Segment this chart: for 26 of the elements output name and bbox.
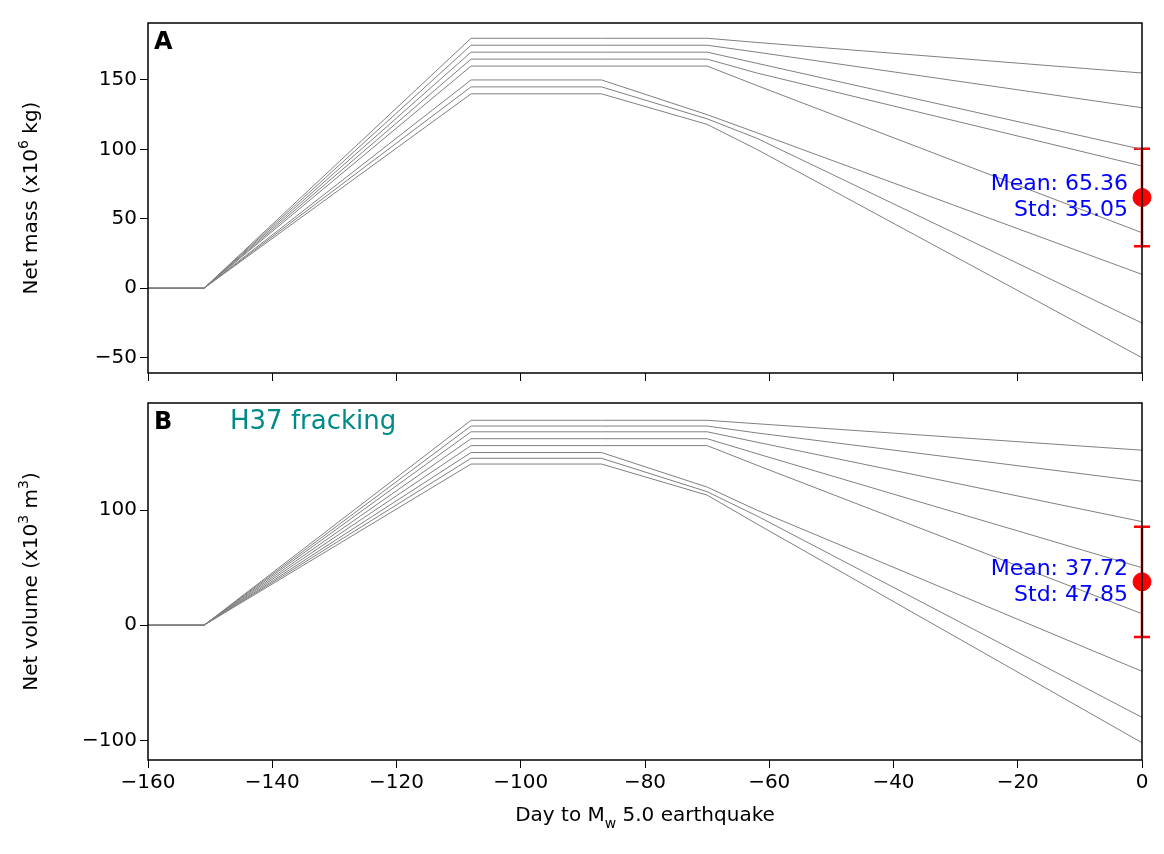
x-tick-label: −120 <box>369 769 424 794</box>
x-tick-label: −160 <box>120 769 176 794</box>
x-tick-label: −40 <box>872 769 915 794</box>
y-tick-label: 100 <box>98 496 137 521</box>
x-tick-label: −140 <box>244 769 300 794</box>
y-axis-title: Net mass (x106 kg) <box>14 101 43 295</box>
y-tick-label: −50 <box>94 343 137 368</box>
annotation: Mean: 65.36 <box>990 170 1128 196</box>
y-tick-label: 100 <box>98 135 137 160</box>
x-tick-label: −100 <box>493 769 549 794</box>
y-tick-label: 150 <box>98 66 137 91</box>
y-tick-label: −100 <box>82 726 137 751</box>
annotation: H37 fracking <box>230 404 397 435</box>
chart-title: A <box>154 27 173 56</box>
annotation: Mean: 37.72 <box>990 554 1128 580</box>
x-tick-label: −60 <box>748 769 791 794</box>
y-tick-label: 50 <box>111 205 137 230</box>
annotation: Std: 47.85 <box>1014 580 1128 606</box>
chart-title: B <box>154 407 173 436</box>
y-tick-label: 0 <box>124 611 137 636</box>
x-tick-label: −80 <box>623 769 667 794</box>
annotation: Std: 35.05 <box>1014 196 1128 222</box>
x-tick-label: 0 <box>1135 769 1149 794</box>
y-axis-title: Net volume (x103 m3) <box>14 472 43 691</box>
x-tick-label: −20 <box>996 769 1039 794</box>
y-tick-label: 0 <box>124 274 137 299</box>
